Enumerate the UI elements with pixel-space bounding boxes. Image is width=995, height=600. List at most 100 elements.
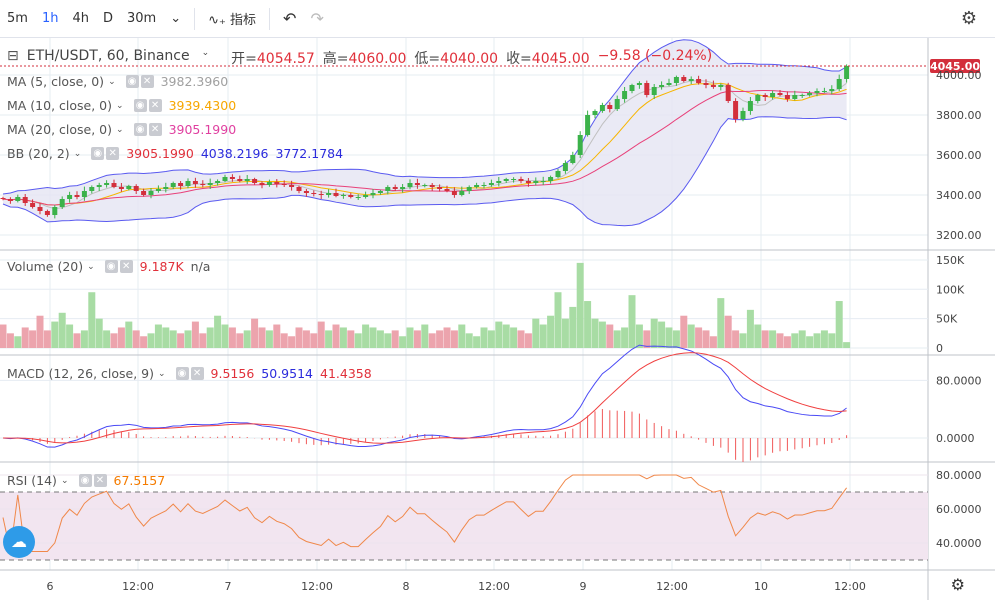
interval-4h[interactable]: 4h	[72, 11, 89, 26]
chevron-down-icon[interactable]: ⌄	[73, 148, 82, 159]
redo-icon[interactable]: ↷	[310, 9, 324, 28]
eye-icon[interactable]: ◉	[91, 147, 105, 160]
candle-body	[355, 197, 361, 198]
volume-bar	[125, 321, 133, 348]
candle-body	[89, 187, 95, 191]
eye-icon[interactable]: ◉	[125, 75, 139, 88]
close-icon[interactable]: ✕	[93, 474, 107, 487]
close-icon[interactable]: ✕	[148, 123, 162, 136]
volume-bar	[658, 321, 666, 348]
volume-bar	[746, 309, 754, 348]
candle-body	[422, 185, 428, 186]
interval-d[interactable]: D	[102, 11, 113, 26]
candle-body	[651, 87, 657, 95]
candle-body	[414, 183, 420, 185]
volume-bar	[376, 330, 384, 348]
candle-body	[592, 111, 598, 115]
close-icon[interactable]: ✕	[190, 367, 204, 380]
volume-bar	[761, 330, 769, 348]
volume-bar	[384, 333, 392, 348]
volume-label: Volume (20)	[7, 259, 84, 274]
interval-1h[interactable]: 1h	[41, 11, 59, 26]
eye-icon[interactable]: ◉	[133, 123, 147, 136]
candle-body	[844, 66, 850, 79]
volume-bar	[251, 318, 259, 348]
chevron-down-icon[interactable]: ⌄	[116, 124, 124, 135]
legend-ma10[interactable]: MA (10, close, 0) ⌄ ◉ ✕ 3939.4300	[7, 98, 236, 113]
close-icon[interactable]: ✕	[140, 75, 154, 88]
volume-bar	[591, 318, 599, 348]
eye-icon[interactable]: ◉	[104, 260, 118, 273]
chart-canvas[interactable]: 4045.004000.003800.003600.003400.003200.…	[0, 38, 995, 600]
candle-body	[629, 85, 635, 91]
time-axis-label: 8	[403, 580, 410, 593]
legend-bb[interactable]: BB (20, 2) ⌄ ◉ ✕ 3905.1990 4038.2196 3772.1784	[7, 146, 343, 161]
candle-body	[451, 191, 457, 195]
volume-bar	[806, 336, 814, 348]
rsi-value: 67.5157	[113, 473, 166, 488]
candle-body	[518, 179, 524, 181]
open-label: 开=	[231, 51, 257, 67]
volume-bar	[724, 315, 732, 348]
candle-body	[326, 193, 332, 195]
legend-volume[interactable]: Volume (20) ⌄ ◉ ✕ 9.187K n/a	[7, 259, 210, 274]
legend-ma20[interactable]: MA (20, close, 0) ⌄ ◉ ✕ 3905.1990	[7, 122, 236, 137]
candle-body	[799, 95, 805, 96]
legend-rsi[interactable]: RSI (14) ⌄ ◉ ✕ 67.5157	[7, 473, 165, 488]
top-toolbar: 5m 1h 4h D 30m ⌄ ∿₊ 指标 ↶ ↷ ⚙	[0, 0, 995, 38]
volume-bar	[702, 330, 710, 348]
time-axis-label: 12:00	[656, 580, 688, 593]
eye-icon[interactable]: ◉	[78, 474, 92, 487]
gear-icon[interactable]: ⚙	[960, 8, 977, 29]
candle-body	[829, 89, 835, 91]
chevron-down-icon[interactable]: ⌄	[201, 48, 210, 58]
close-icon[interactable]: ✕	[148, 99, 162, 112]
eye-icon[interactable]: ◉	[133, 99, 147, 112]
chevron-down-icon[interactable]: ⌄	[87, 261, 95, 272]
volume-bar	[391, 330, 399, 348]
time-axis-label: 12:00	[122, 580, 154, 593]
candle-body	[259, 183, 265, 185]
chevron-down-icon[interactable]: ⌄	[116, 100, 124, 111]
bb-label: BB (20, 2)	[7, 146, 70, 161]
legend-macd[interactable]: MACD (12, 26, close, 9) ⌄ ◉ ✕ 9.5156 50.9514 4…	[7, 366, 372, 381]
interval-5m[interactable]: 5m	[7, 11, 28, 26]
chart-settings-gear-icon[interactable]: ⚙	[950, 575, 965, 594]
indicators-button[interactable]: ∿₊ 指标	[201, 9, 263, 28]
volume-bar	[88, 292, 96, 348]
volume-bar	[191, 321, 199, 348]
close-icon[interactable]: ✕	[119, 260, 133, 273]
volume-bar	[43, 330, 51, 348]
candle-body	[636, 83, 642, 85]
volume-bar	[177, 333, 185, 348]
symbol-title[interactable]: ETH/USDT, 60, Binance	[26, 48, 190, 64]
volume-bar	[695, 327, 703, 348]
last-price-badge	[930, 59, 980, 73]
candle-body	[777, 93, 783, 95]
volume-bar	[354, 333, 362, 348]
legend-ma5[interactable]: MA (5, close, 0) ⌄ ◉ ✕ 3982.3960	[7, 74, 228, 89]
interval-30m[interactable]: 30m	[126, 11, 157, 26]
volume-axis-label: 150K	[936, 254, 965, 267]
candle-body	[755, 95, 761, 101]
volume-bar	[295, 327, 303, 348]
collapse-icon[interactable]: ⊟	[7, 48, 19, 64]
chevron-down-icon[interactable]: ⌄	[60, 475, 69, 486]
candle-body	[104, 183, 110, 185]
candle-body	[614, 99, 620, 109]
tradingview-logo[interactable]: ☁	[3, 526, 35, 558]
undo-icon[interactable]: ↶	[283, 9, 297, 28]
eye-icon[interactable]: ◉	[175, 367, 189, 380]
candle-body	[348, 195, 354, 197]
volume-bar	[325, 330, 333, 348]
close-icon[interactable]: ✕	[106, 147, 120, 160]
volume-bar	[665, 327, 673, 348]
candle-body	[459, 191, 465, 195]
candle-body	[289, 185, 295, 187]
chevron-down-icon[interactable]: ⌄	[108, 76, 116, 87]
volume-bar	[635, 324, 643, 348]
change-value: −9.58 (−0.24%)	[597, 48, 713, 64]
interval-dropdown-chevron-icon[interactable]: ⌄	[170, 11, 182, 26]
candle-body	[466, 187, 472, 191]
chevron-down-icon[interactable]: ⌄	[158, 368, 166, 379]
